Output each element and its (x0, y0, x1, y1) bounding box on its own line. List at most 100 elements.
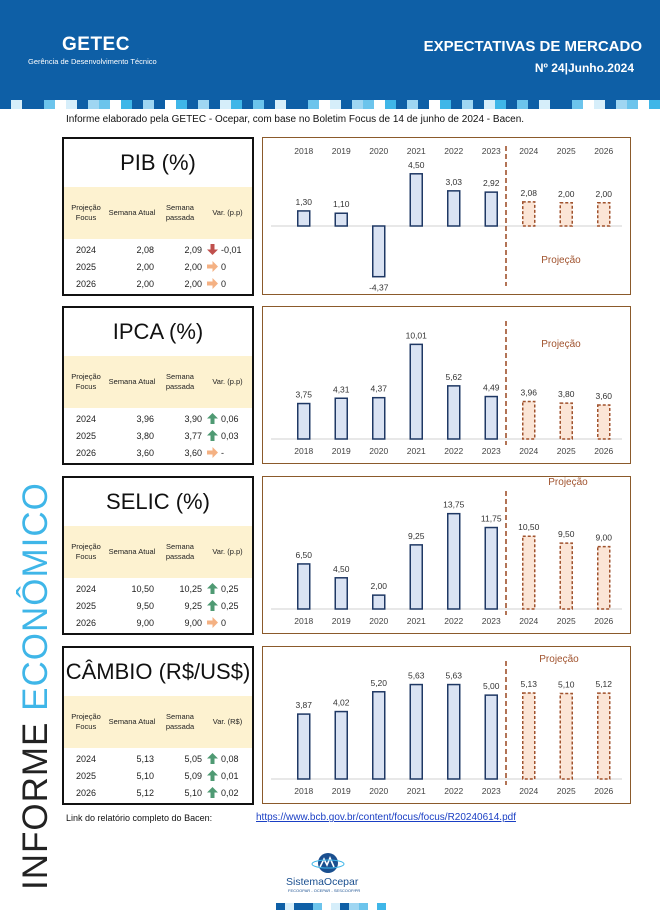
cell-atual: 2,08 (136, 244, 154, 255)
bar (484, 526, 498, 610)
header-stripe (0, 100, 660, 109)
page-title: EXPECTATIVAS DE MERCADO (423, 38, 642, 55)
data-label: 5,63 (445, 671, 462, 681)
table-header-cell: Var. (p.p) (212, 376, 243, 386)
x-tick-label: 2023 (482, 616, 501, 626)
data-label: 2,00 (558, 189, 575, 199)
projection-label: Projeção (541, 255, 581, 266)
x-tick-label: 2023 (482, 446, 501, 456)
table-header-cell: Semana Atual (108, 207, 156, 217)
data-label: 3,60 (595, 391, 612, 401)
data-label: 5,20 (370, 678, 387, 688)
data-label: 4,02 (333, 698, 350, 708)
arrow-up-icon (207, 583, 218, 594)
cell-passada: 3,77 (184, 430, 202, 441)
cell-var: 0,08 (204, 753, 251, 764)
projection-bar (597, 404, 611, 440)
cell-var-value: 0,06 (221, 413, 239, 424)
cell-var-value: 0,02 (221, 787, 239, 798)
cell-atual: 9,00 (136, 617, 154, 628)
projection-label: Projeção (541, 339, 581, 350)
bar (409, 544, 423, 610)
arrow-up-icon (207, 770, 218, 781)
table-header: Projeção Focus Semana Atual Semana passada… (64, 696, 252, 748)
projection-bar (522, 400, 536, 440)
data-label: 3,03 (445, 177, 462, 187)
data-label: 9,25 (408, 531, 425, 541)
bar (297, 563, 311, 610)
bar (334, 397, 348, 440)
section-title: CÂMBIO (R$/US$) (65, 659, 251, 684)
table-row: 2024 10,50 10,25 0,25 (64, 580, 252, 597)
table-header-cell: Semana passada (165, 202, 195, 222)
cell-year: 2025 (75, 600, 97, 611)
data-label: 5,00 (483, 681, 500, 691)
table-row: 2024 5,13 5,05 0,08 (64, 750, 252, 767)
cell-year: 2024 (75, 583, 97, 594)
logo-subtitle: Gerência de Desenvolvimento Técnico (28, 57, 157, 66)
arrow-right-icon (207, 261, 218, 272)
cell-atual: 3,80 (136, 430, 154, 441)
ocepar-logo: SistemaOcepar FECOOPAR - OCEPAR - SESCOO… (286, 852, 376, 893)
arrow-up-icon (207, 600, 218, 611)
data-label: 4,49 (483, 383, 500, 393)
bar-chart: 1,30 2018 1,10 2019 -4,37 2020 4,50 2021 3,03 202… (271, 146, 622, 293)
cell-var-value: 0,08 (221, 753, 239, 764)
ipca-table: IPCA (%) Projeção Focus Semana Atual Semana… (62, 306, 254, 465)
data-label: 3,75 (295, 390, 312, 400)
bar (297, 402, 311, 440)
x-tick-label: 2025 (557, 146, 576, 156)
table-header-cell: Projeção Focus (71, 541, 101, 561)
cell-var: 0 (204, 278, 251, 289)
cell-atual: 5,13 (136, 753, 154, 764)
x-tick-label: 2025 (557, 616, 576, 626)
x-tick-label: 2026 (594, 146, 613, 156)
cell-var-value: 0,01 (221, 770, 239, 781)
cell-var-value: 0 (221, 261, 227, 272)
cell-var: -0,01 (204, 244, 251, 255)
bacen-report-link[interactable]: https://www.bcb.gov.br/content/focus/foc… (256, 812, 516, 823)
x-tick-label: 2020 (369, 616, 388, 626)
cell-passada: 5,09 (184, 770, 202, 781)
data-label: 5,10 (558, 679, 575, 689)
x-tick-label: 2018 (294, 616, 313, 626)
data-label: 2,00 (370, 581, 387, 591)
table-row: 2026 3,60 3,60 - (64, 444, 252, 461)
bar (372, 594, 386, 610)
bar (372, 225, 386, 278)
footer-stripe (276, 903, 387, 910)
arrow-up-icon (207, 413, 218, 424)
cell-var: 0 (204, 261, 251, 272)
cell-passada: 9,25 (184, 600, 202, 611)
cell-var: 0,25 (204, 583, 251, 594)
x-tick-label: 2022 (444, 146, 463, 156)
table-row: 2025 3,80 3,77 0,03 (64, 427, 252, 444)
cell-passada: 9,00 (184, 617, 202, 628)
projection-bar (522, 201, 536, 227)
x-tick-label: 2021 (407, 786, 426, 796)
cell-year: 2025 (75, 770, 97, 781)
x-tick-label: 2022 (444, 786, 463, 796)
projection-bar (559, 692, 573, 780)
cell-var-value: - (221, 447, 224, 458)
bar (409, 173, 423, 227)
projection-bar (559, 402, 573, 440)
intro-text: Informe elaborado pela GETEC - Ocepar, c… (66, 114, 525, 125)
data-label: 5,12 (595, 679, 612, 689)
x-tick-label: 2023 (482, 786, 501, 796)
projection-bar (597, 545, 611, 610)
data-label: 2,92 (483, 178, 500, 188)
x-tick-label: 2020 (369, 146, 388, 156)
table-header-cell: Var. (p.p) (212, 207, 243, 217)
table-row: 2024 3,96 3,90 0,06 (64, 410, 252, 427)
selic-table: SELIC (%) Projeção Focus Semana Atual Seman… (62, 476, 254, 635)
data-label: 6,50 (295, 550, 312, 560)
bar (447, 512, 461, 610)
pib-chart: 1,30 2018 1,10 2019 -4,37 2020 4,50 2021 3,03 202… (262, 137, 631, 295)
x-tick-label: 2018 (294, 786, 313, 796)
bar-chart: 6,50 2018 4,50 2019 2,00 2020 9,25 2021 13,75 202… (271, 477, 622, 626)
bar-chart: 3,87 2018 4,02 2019 5,20 2020 5,63 2021 5,63 2022… (271, 654, 622, 796)
ocepar-symbol-icon (311, 853, 345, 873)
cell-var-value: 0,03 (221, 430, 239, 441)
issue-number: Nº 24|Junho.2024 (534, 61, 634, 75)
